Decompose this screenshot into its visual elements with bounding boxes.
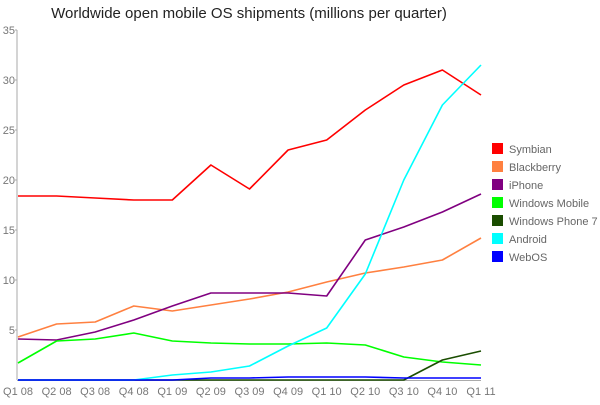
- x-tick-label: Q4 09: [273, 386, 303, 398]
- series-line-webos: [18, 376, 481, 381]
- legend-label: iPhone: [509, 180, 543, 192]
- legend-label: Windows Phone 7: [509, 216, 598, 228]
- legend-swatch: [492, 161, 503, 172]
- x-tick-label: Q3 09: [235, 386, 265, 398]
- y-tick-label: 10: [3, 275, 15, 287]
- x-tick-label: Q1 10: [312, 386, 342, 398]
- x-tick-label: Q2 08: [42, 386, 72, 398]
- legend-swatch: [492, 197, 503, 208]
- legend-label: Android: [509, 234, 547, 246]
- chart-title: Worldwide open mobile OS shipments (mill…: [51, 5, 447, 22]
- legend-label: Windows Mobile: [509, 198, 589, 210]
- x-tick-label: Q2 10: [350, 386, 380, 398]
- y-tick-label: 20: [3, 175, 15, 187]
- x-tick-label: Q4 10: [427, 386, 457, 398]
- series-line-android: [18, 64, 482, 381]
- axes: 5 10 15 20 25 30 35 Q1 08 Q2 08 Q3 08 Q4 08 Q1 09 Q2…: [3, 25, 496, 398]
- y-tick-label: 35: [3, 25, 15, 37]
- x-tick-label: Q1 08: [3, 386, 33, 398]
- x-tick-label: Q2 09: [196, 386, 226, 398]
- y-tick-label: 15: [3, 225, 15, 237]
- legend-swatch: [492, 233, 503, 244]
- legend: Symbian Blackberry iPhone Windows Mobile Win…: [492, 143, 598, 264]
- legend-swatch: [492, 179, 503, 190]
- series-line-windows-mobile: [17, 332, 482, 366]
- legend-swatch: [492, 143, 503, 154]
- x-tick-label: Q1 11: [466, 386, 495, 398]
- x-tick-label: Q3 10: [389, 386, 419, 398]
- series-lines: [17, 64, 482, 381]
- series-line-iphone: [17, 193, 482, 341]
- y-tick-label: 5: [9, 325, 15, 337]
- series-line-blackberry: [17, 237, 482, 338]
- y-tick-label: 25: [3, 125, 15, 137]
- legend-label: Blackberry: [509, 162, 561, 174]
- x-tick-label: Q1 09: [157, 386, 187, 398]
- series-line-symbian: [18, 69, 482, 201]
- legend-label: Symbian: [509, 144, 552, 156]
- y-tick-label: 30: [3, 75, 15, 87]
- x-tick-label: Q3 08: [80, 386, 110, 398]
- legend-label: WebOS: [509, 252, 547, 264]
- legend-swatch: [492, 251, 503, 262]
- x-tick-label: Q4 08: [119, 386, 149, 398]
- legend-swatch: [492, 215, 503, 226]
